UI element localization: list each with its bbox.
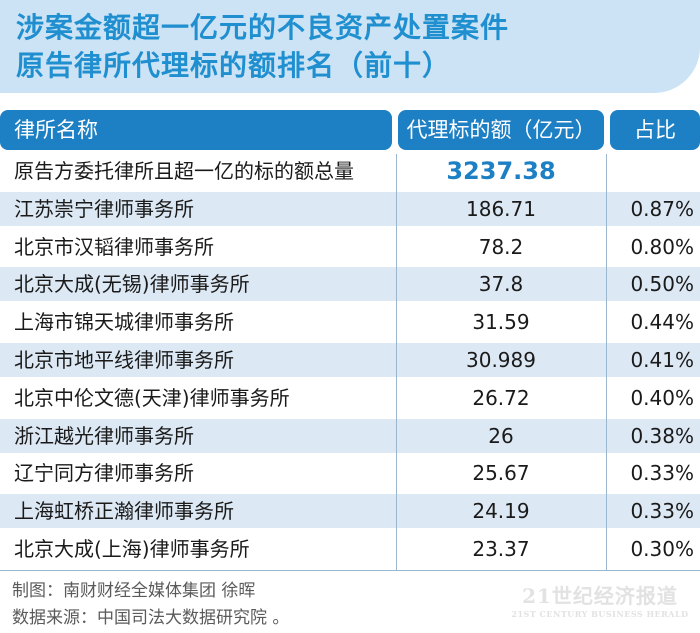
share-cell: 0.30% (630, 537, 694, 561)
amount-cell: 26.72 (472, 385, 530, 410)
column-header-name: 律所名称 (0, 110, 392, 150)
firm-name-cell: 北京市汉韬律师事务所 (14, 234, 214, 259)
table-row: 北京市地平线律师事务所 30.989 0.41% (0, 343, 700, 377)
share-cell: 0.33% (630, 461, 694, 486)
chart-title-line-2: 原告律所代理标的额排名（前十） (16, 49, 452, 82)
column-divider (396, 154, 397, 570)
watermark-logo: 21世纪经济报道 21ST CENTURY BUSINESS HERALD (505, 580, 695, 619)
share-cell: 0.87% (630, 196, 694, 221)
watermark-sub: 21ST CENTURY BUSINESS HERALD (511, 609, 689, 619)
total-row-share (610, 154, 694, 188)
firm-name-cell: 北京中伦文德(天津)律师事务所 (14, 385, 290, 410)
amount-cell: 25.67 (472, 461, 530, 486)
amount-cell: 31.59 (472, 310, 530, 335)
share-cell: 0.41% (630, 348, 694, 372)
footer-maker: 制图：南财财经全媒体集团 徐晖 (12, 581, 256, 601)
table-bottom-border (0, 570, 700, 571)
table-row: 辽宁同方律师事务所 25.67 0.33% (0, 456, 700, 490)
share-cell: 0.33% (630, 499, 694, 524)
total-row-amount: 3237.38 (446, 157, 556, 185)
firm-name-cell: 江苏崇宁律师事务所 (14, 196, 194, 221)
amount-cell: 78.2 (478, 234, 524, 259)
share-cell: 0.50% (630, 272, 694, 297)
column-header-share: 占比 (610, 110, 700, 150)
chart-title-line-1: 涉案金额超一亿元的不良资产处置案件 (16, 11, 510, 44)
firm-name-cell: 上海市锦天城律师事务所 (14, 310, 234, 335)
firm-name-cell: 上海虹桥正瀚律师事务所 (14, 499, 234, 524)
table-row: 北京中伦文德(天津)律师事务所 26.72 0.40% (0, 381, 700, 415)
amount-cell: 30.989 (466, 348, 536, 372)
share-cell: 0.80% (630, 234, 694, 259)
title-panel: 涉案金额超一亿元的不良资产处置案件 原告律所代理标的额排名（前十） (0, 0, 700, 93)
watermark-main: 21世纪经济报道 (522, 584, 678, 608)
firm-name-cell: 浙江越光律师事务所 (14, 423, 194, 448)
share-cell: 0.44% (630, 310, 694, 335)
table-row: 江苏崇宁律师事务所 186.71 0.87% (0, 191, 700, 226)
amount-cell: 24.19 (472, 499, 530, 524)
table-row: 北京大成(上海)律师事务所 23.37 0.30% (0, 532, 700, 566)
share-cell: 0.40% (630, 385, 694, 410)
firm-name-cell: 辽宁同方律师事务所 (14, 461, 194, 486)
firm-name-cell: 北京市地平线律师事务所 (14, 348, 234, 372)
table-row: 北京大成(无锡)律师事务所 37.8 0.50% (0, 267, 700, 302)
share-cell: 0.38% (630, 423, 694, 448)
total-row-label: 原告方委托律所且超一亿的标的额总量 (14, 159, 354, 183)
table-row: 上海市锦天城律师事务所 31.59 0.44% (0, 305, 700, 339)
table-row: 北京市汉韬律师事务所 78.2 0.80% (0, 230, 700, 264)
amount-cell: 37.8 (478, 272, 524, 297)
table-row: 上海虹桥正瀚律师事务所 24.19 0.33% (0, 494, 700, 529)
firm-name-cell: 北京大成(无锡)律师事务所 (14, 272, 250, 297)
table-row: 浙江越光律师事务所 26 0.38% (0, 418, 700, 453)
firm-name-cell: 北京大成(上海)律师事务所 (14, 537, 250, 561)
amount-cell: 186.71 (466, 196, 536, 221)
column-header-amount: 代理标的额（亿元） (398, 110, 604, 150)
column-divider (606, 154, 607, 570)
amount-cell: 23.37 (472, 537, 530, 561)
footer-source: 数据来源：中国司法大数据研究院 。 (12, 608, 290, 628)
amount-cell: 26 (488, 423, 514, 448)
total-row: 原告方委托律所且超一亿的标的额总量 3237.38 (0, 154, 700, 188)
